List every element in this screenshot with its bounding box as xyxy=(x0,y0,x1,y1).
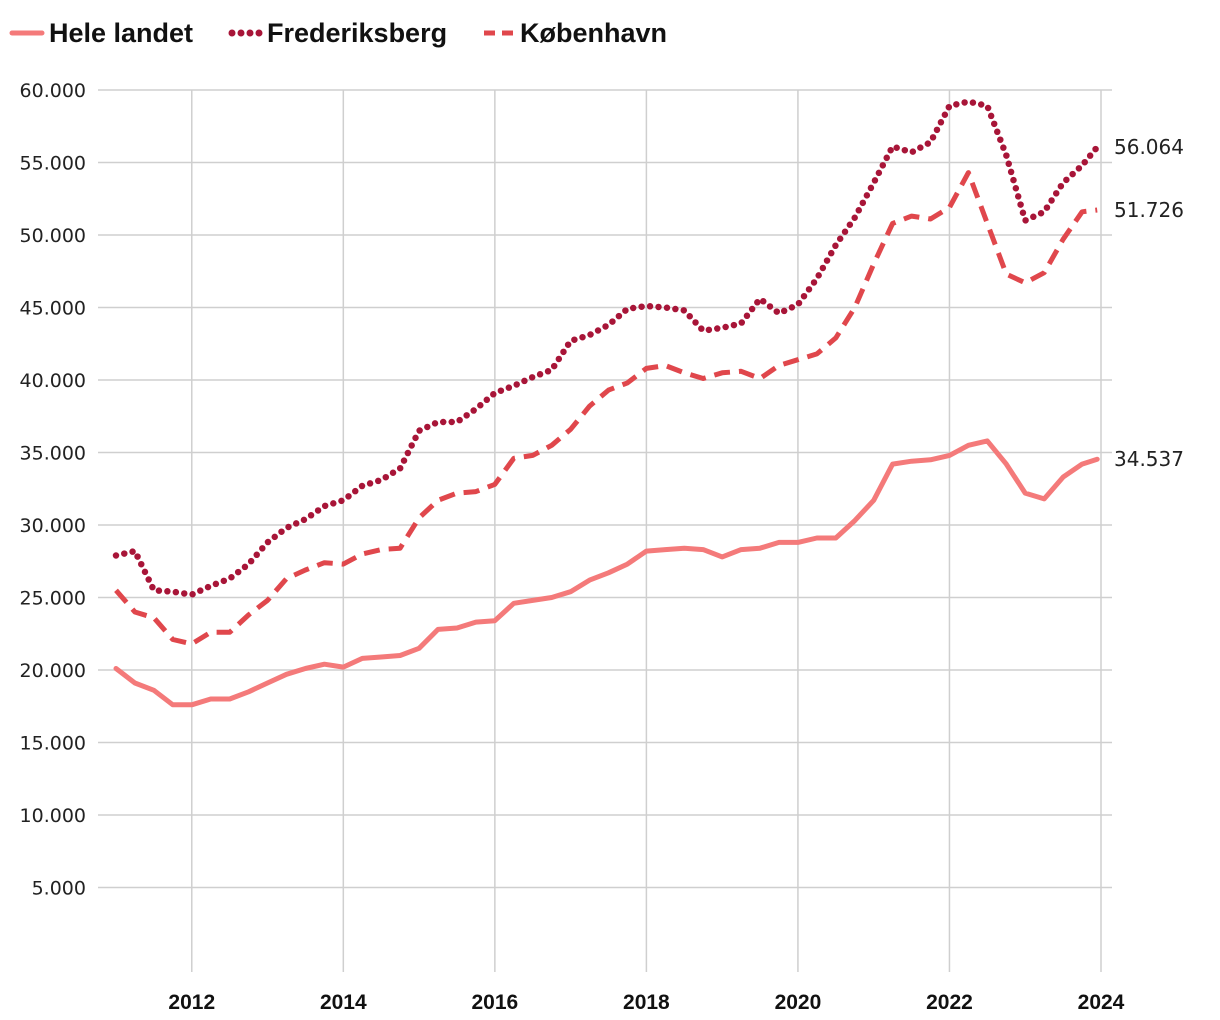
y-tick-label: 10.000 xyxy=(20,805,86,827)
end-label-frederiksberg: 56.064 xyxy=(1114,135,1184,159)
end-label-hele-landet: 34.537 xyxy=(1114,447,1184,471)
legend-label-kobenhavn: København xyxy=(520,18,667,48)
y-tick-label: 30.000 xyxy=(20,515,86,537)
series-line-kobenhavn xyxy=(114,170,1098,647)
end-label-kobenhavn: 51.726 xyxy=(1114,198,1184,222)
x-axis-tick-labels: 2012 2014 2016 2018 2020 2022 2024 xyxy=(168,991,1124,1014)
x-tick-label: 2014 xyxy=(320,991,367,1014)
y-tick-label: 35.000 xyxy=(20,443,86,465)
legend-item-hele-landet[interactable]: Hele landet xyxy=(9,18,193,48)
x-tick-label: 2016 xyxy=(471,991,518,1014)
x-tick-label: 2022 xyxy=(926,991,973,1014)
legend-item-kobenhavn[interactable]: København xyxy=(484,18,667,48)
y-axis-tick-labels: 5.000 10.000 15.000 20.000 25.000 30.000 35.00… xyxy=(20,80,86,900)
series-end-labels: 56.064 51.726 34.537 xyxy=(1114,135,1184,471)
legend: Hele landet Frederiksberg København xyxy=(9,18,667,48)
legend-item-frederiksberg[interactable]: Frederiksberg xyxy=(228,18,447,48)
legend-label-hele-landet: Hele landet xyxy=(49,18,193,48)
x-tick-label: 2012 xyxy=(168,991,215,1014)
y-tick-label: 50.000 xyxy=(20,225,86,247)
series-line-hele-landet xyxy=(113,438,1100,708)
series-line-frederiksberg xyxy=(112,98,1101,598)
x-tick-label: 2024 xyxy=(1078,991,1125,1014)
y-tick-label: 15.000 xyxy=(20,733,86,755)
y-tick-label: 45.000 xyxy=(20,298,86,320)
x-tick-label: 2018 xyxy=(623,991,670,1014)
y-tick-label: 5.000 xyxy=(32,878,86,900)
series-lines xyxy=(112,98,1101,708)
vertical-gridlines xyxy=(191,90,1102,972)
y-tick-label: 60.000 xyxy=(20,80,86,102)
legend-label-frederiksberg: Frederiksberg xyxy=(267,18,447,48)
horizontal-gridlines xyxy=(98,89,1112,889)
y-tick-label: 40.000 xyxy=(20,370,86,392)
x-tick-label: 2020 xyxy=(775,991,822,1014)
y-tick-label: 55.000 xyxy=(20,153,86,175)
y-tick-label: 25.000 xyxy=(20,588,86,610)
y-tick-label: 20.000 xyxy=(20,660,86,682)
